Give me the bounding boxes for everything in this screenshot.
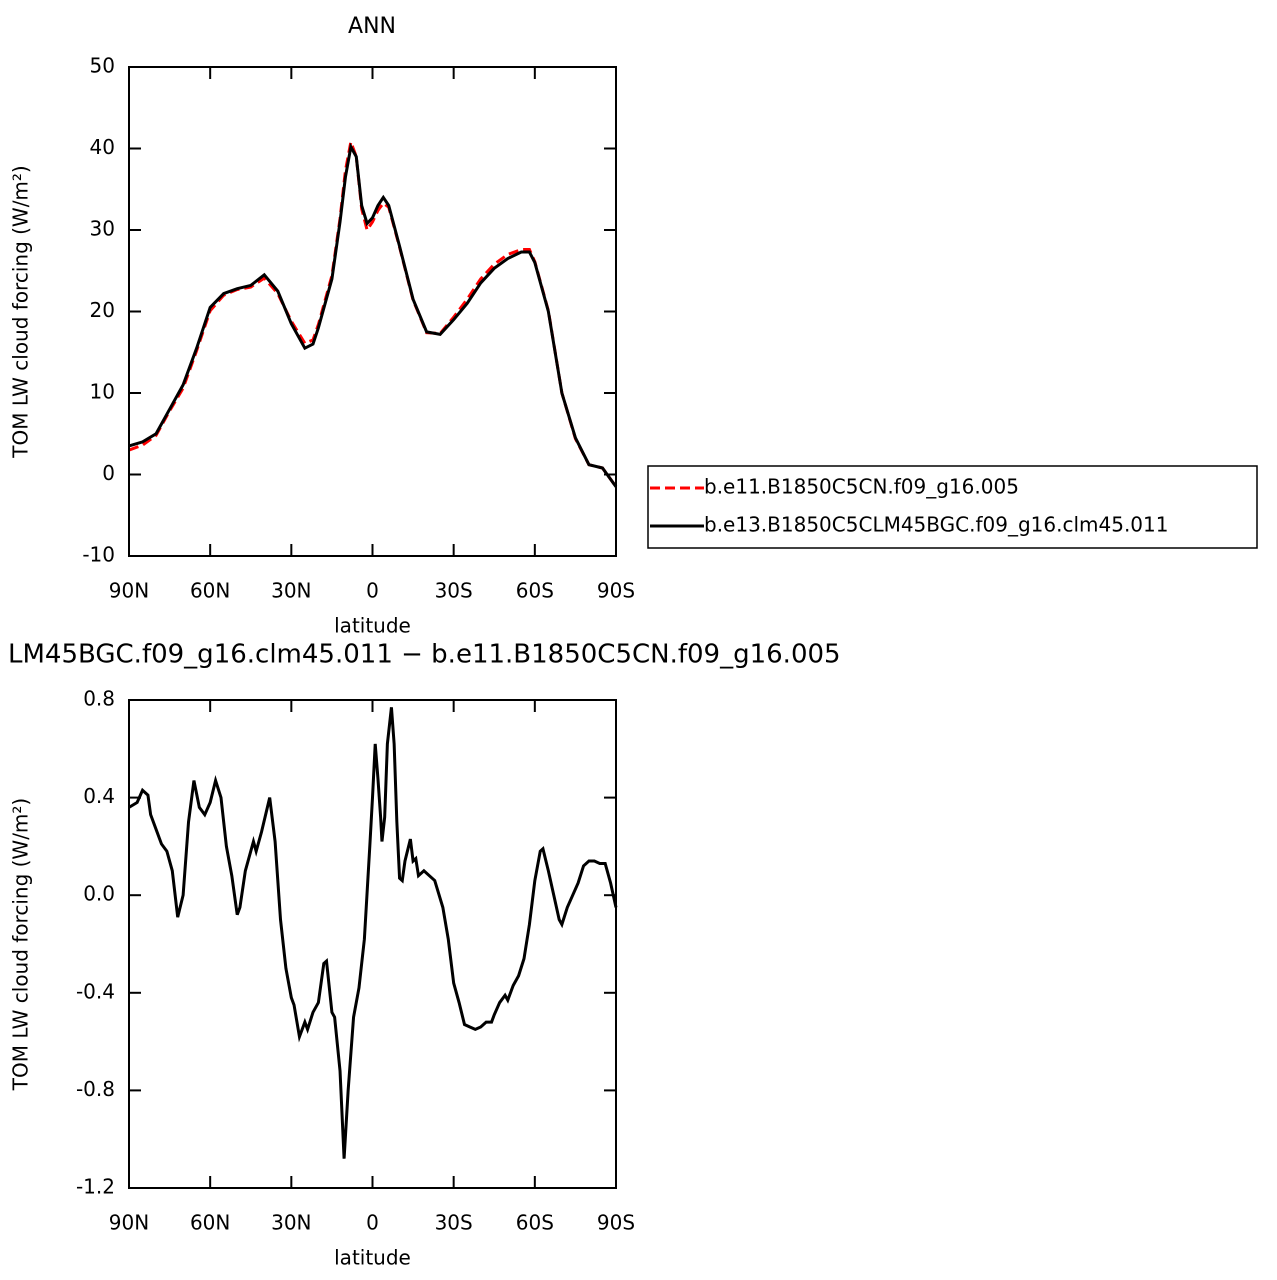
- chart-title: ANN: [348, 14, 396, 39]
- y-tick-label: -0.4: [76, 979, 115, 1003]
- y-tick-label: -10: [82, 543, 115, 567]
- legend-label: b.e13.B1850C5CLM45BGC.f09_g16.clm45.011: [704, 513, 1168, 537]
- legend-box: [647, 465, 1258, 549]
- x-tick-label: 60S: [516, 1211, 554, 1235]
- legend-label: b.e11.B1850C5CN.f09_g16.005: [704, 475, 1019, 499]
- y-tick-label: 30: [90, 217, 115, 241]
- x-tick-label: 30N: [271, 1211, 311, 1235]
- x-tick-label: 90S: [597, 579, 635, 603]
- y-tick-label: 0.8: [83, 687, 115, 711]
- y-axis-label: TOM LW cloud forcing (W/m²): [9, 165, 33, 459]
- y-tick-label: -1.2: [76, 1175, 115, 1199]
- y-tick-label: 0.0: [83, 882, 115, 906]
- x-tick-label: 90N: [109, 579, 149, 603]
- x-tick-label: 60S: [516, 579, 554, 603]
- x-tick-label: 60N: [190, 579, 230, 603]
- x-tick-label: 60N: [190, 1211, 230, 1235]
- x-axis-label: latitude: [334, 614, 411, 638]
- y-tick-label: 50: [90, 54, 115, 78]
- x-tick-label: 0: [366, 1211, 379, 1235]
- y-tick-label: 40: [90, 135, 115, 159]
- y-tick-label: 10: [90, 380, 115, 404]
- x-tick-label: 0: [366, 579, 379, 603]
- chart-title: LM45BGC.f09_g16.clm45.011 − b.e11.B1850C…: [8, 640, 841, 670]
- y-tick-label: 0: [102, 461, 115, 485]
- x-tick-label: 30N: [271, 579, 311, 603]
- y-axis-label: TOM LW cloud forcing (W/m²): [9, 798, 33, 1092]
- plot-frame: [128, 66, 617, 557]
- x-axis-label: latitude: [334, 1246, 411, 1270]
- x-tick-label: 90N: [109, 1211, 149, 1235]
- y-tick-label: 0.4: [83, 784, 115, 808]
- data-line: [128, 707, 618, 1159]
- y-tick-label: -0.8: [76, 1077, 115, 1101]
- x-tick-label: 90S: [597, 1211, 635, 1235]
- data-line: [128, 136, 618, 488]
- data-line: [128, 142, 618, 488]
- x-tick-label: 30S: [435, 579, 473, 603]
- plot-frame: [128, 699, 617, 1189]
- y-tick-label: 20: [90, 298, 115, 322]
- x-tick-label: 30S: [435, 1211, 473, 1235]
